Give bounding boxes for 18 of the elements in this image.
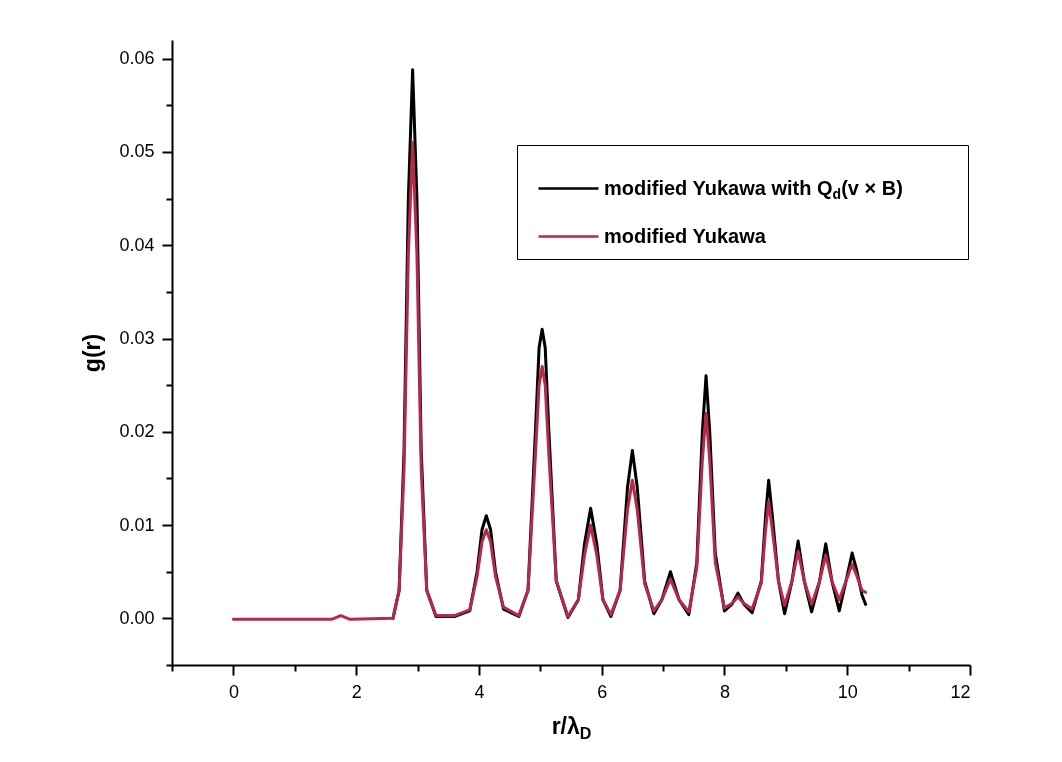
- x-tick-label: 8: [719, 681, 730, 702]
- x-tick-label: 6: [597, 681, 608, 702]
- x-tick-label: 12: [950, 681, 971, 702]
- legend-label: modified Yukawa: [604, 224, 767, 247]
- y-tick-label: 0.02: [119, 421, 155, 442]
- x-tick-label: 0: [228, 681, 239, 702]
- x-tick-label: 10: [837, 681, 858, 702]
- y-tick-label: 0.05: [119, 141, 155, 162]
- x-tick-label: 2: [351, 681, 362, 702]
- y-tick-label: 0.01: [119, 514, 155, 535]
- x-axis-title: r/λ$_{D}$: [551, 712, 592, 742]
- y-axis-title: g(r): [79, 333, 106, 373]
- y-tick-label: 0.00: [119, 607, 155, 628]
- y-tick-label: 0.06: [119, 48, 155, 69]
- y-tick-label: 0.03: [119, 328, 155, 349]
- y-tick-label: 0.04: [119, 234, 155, 255]
- legend-label: modified Yukawa with Q$_{d}$(v × B): [604, 176, 903, 202]
- x-tick-label: 4: [474, 681, 485, 702]
